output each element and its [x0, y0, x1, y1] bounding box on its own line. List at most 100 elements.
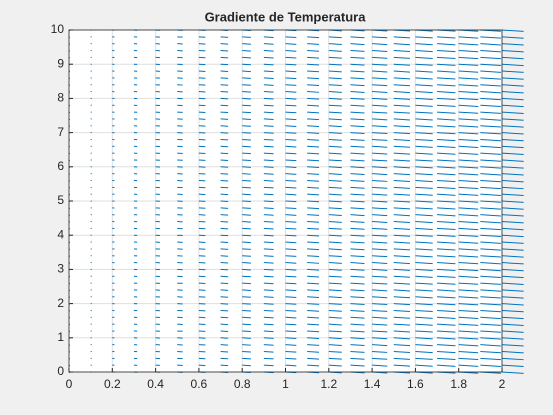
arrow	[285, 111, 297, 114]
arrow	[501, 316, 524, 320]
arrow	[393, 337, 411, 340]
arrow	[393, 221, 411, 224]
arrow	[393, 138, 411, 141]
arrow	[242, 296, 251, 298]
arrow	[372, 200, 388, 203]
arrow	[480, 193, 501, 196]
arrow	[285, 36, 297, 39]
arrow	[350, 303, 365, 305]
arrow	[501, 166, 524, 169]
arrow	[437, 186, 456, 189]
arrow	[307, 70, 320, 73]
arrow	[501, 344, 524, 347]
chart-title: Gradiente de Temperatura	[205, 9, 367, 24]
arrow	[437, 227, 456, 231]
x-tick-label: 2	[499, 377, 506, 391]
arrow	[350, 56, 365, 59]
arrow	[458, 268, 479, 272]
arrow	[285, 104, 297, 107]
arrow	[458, 152, 479, 155]
arrow	[458, 248, 479, 251]
arrow	[328, 63, 342, 66]
arrow	[263, 309, 274, 312]
arrow	[501, 262, 524, 265]
arrow	[480, 275, 501, 279]
arrow	[415, 337, 433, 340]
arrow	[263, 138, 274, 141]
arrow	[501, 241, 524, 244]
arrow	[480, 173, 501, 176]
arrow	[372, 316, 388, 319]
arrow	[415, 152, 433, 155]
arrow	[285, 330, 297, 333]
arrow	[501, 84, 524, 87]
arrow	[242, 145, 251, 148]
arrow	[350, 91, 365, 93]
arrow	[480, 179, 501, 183]
arrow	[263, 173, 274, 175]
arrow	[242, 234, 251, 237]
arrow	[480, 289, 501, 292]
arrow	[437, 152, 456, 155]
arrow	[415, 255, 433, 258]
arrow	[285, 145, 297, 148]
arrow	[372, 159, 388, 162]
arrow	[328, 350, 342, 353]
arrow	[285, 316, 297, 319]
arrow	[263, 70, 274, 73]
arrow	[372, 344, 388, 347]
arrow	[350, 262, 365, 264]
x-tick-label: 1.8	[450, 377, 467, 391]
arrow	[242, 275, 251, 278]
arrow	[458, 138, 479, 142]
arrow	[350, 214, 365, 217]
arrow	[372, 357, 388, 360]
arrow	[458, 227, 479, 231]
arrow	[501, 193, 524, 197]
arrow	[437, 97, 456, 101]
arrow	[501, 159, 524, 162]
arrow	[458, 63, 479, 66]
arrow	[415, 84, 433, 87]
arrow	[263, 227, 274, 230]
arrow	[263, 56, 274, 59]
arrow	[350, 364, 365, 367]
y-tick-label: 0	[57, 364, 64, 378]
arrow	[372, 97, 388, 100]
arrow	[501, 43, 524, 46]
arrow	[480, 350, 501, 354]
arrow	[307, 56, 320, 59]
arrow	[372, 296, 388, 299]
arrow	[350, 234, 365, 237]
arrow	[242, 43, 251, 45]
arrow	[328, 214, 342, 216]
arrow	[480, 214, 501, 217]
arrow	[501, 118, 524, 121]
arrow	[328, 282, 342, 285]
arrow	[328, 132, 342, 134]
arrow	[307, 296, 320, 299]
arrow	[393, 159, 411, 162]
arrow	[501, 214, 524, 217]
arrow	[480, 111, 501, 114]
arrow	[263, 207, 274, 209]
arrow	[437, 43, 456, 46]
arrow	[350, 248, 365, 251]
arrow	[242, 132, 251, 134]
arrow	[307, 330, 320, 333]
arrow	[480, 268, 501, 272]
arrow	[242, 241, 251, 244]
arrow	[350, 70, 365, 73]
arrow	[242, 166, 251, 168]
arrow	[307, 200, 320, 203]
arrow	[242, 227, 251, 230]
arrow	[437, 77, 456, 80]
arrow	[437, 330, 456, 333]
arrow	[393, 309, 411, 312]
arrow	[458, 241, 479, 244]
arrow	[328, 227, 342, 230]
arrow	[480, 166, 501, 169]
arrow	[285, 186, 297, 189]
y-tick-label: 4	[57, 227, 64, 241]
arrow	[328, 118, 342, 121]
